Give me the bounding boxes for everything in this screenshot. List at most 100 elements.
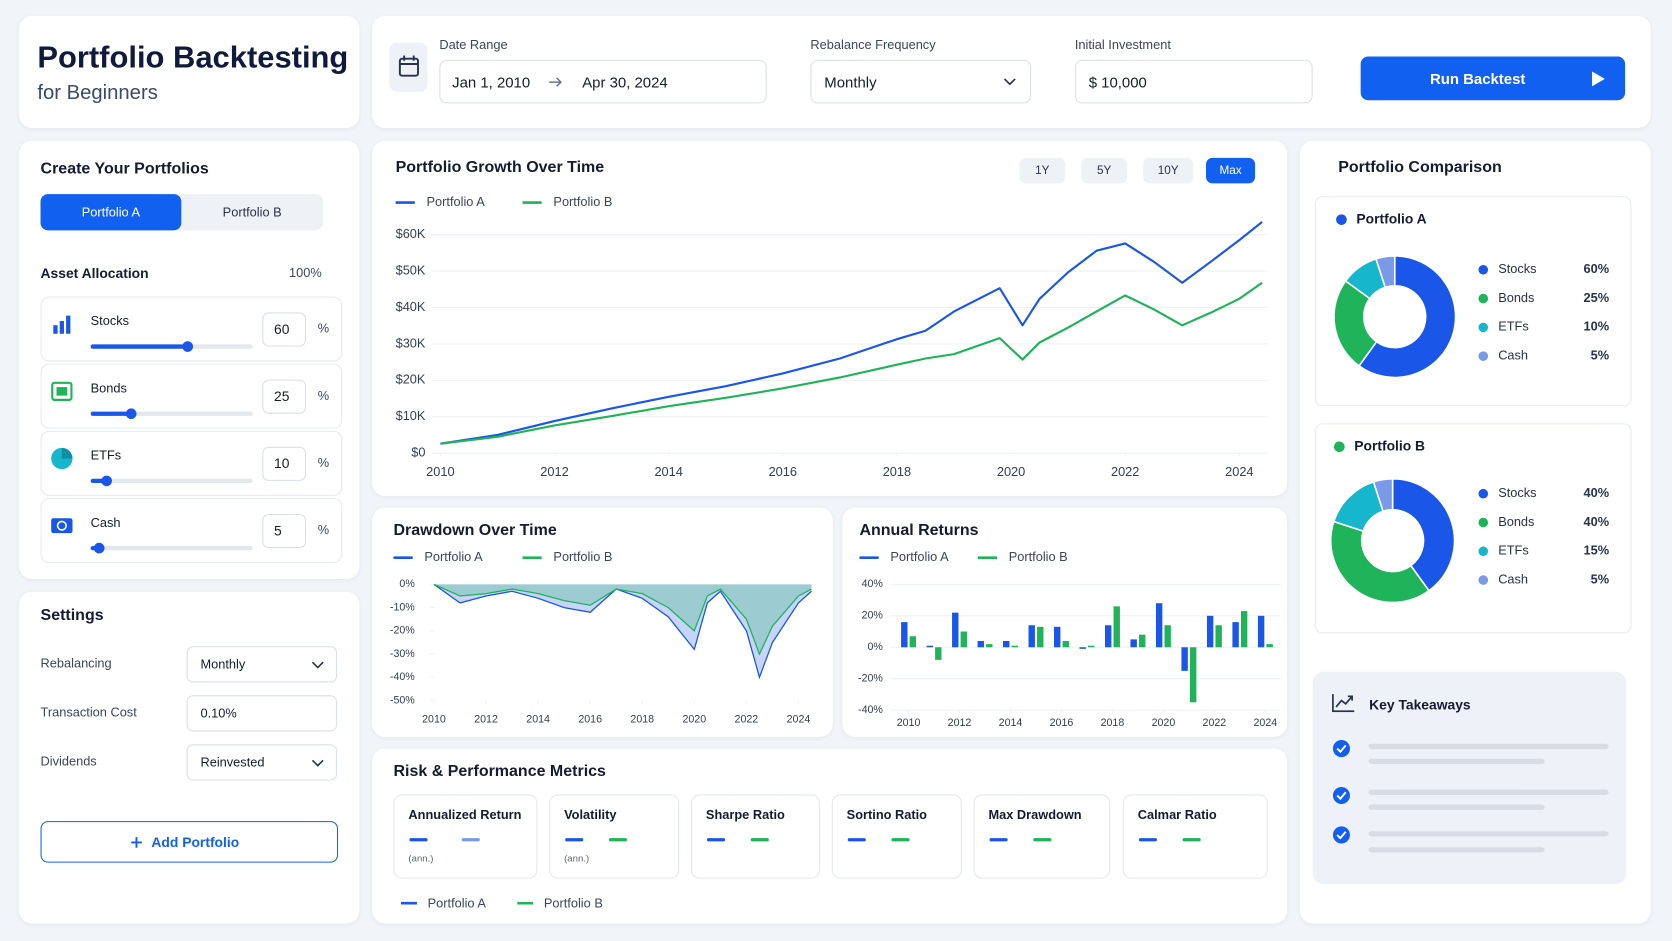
asset-icon bbox=[51, 518, 73, 534]
growth-card: Portfolio Growth Over Time 1Y 5Y 10Y Max bbox=[372, 140, 1288, 496]
slider-knob[interactable] bbox=[182, 341, 194, 352]
asset-name: Bonds bbox=[90, 380, 127, 396]
settings-title: Settings bbox=[40, 606, 104, 625]
investment-input[interactable]: $ 10,000 bbox=[1074, 59, 1313, 104]
pie-card bbox=[1314, 423, 1632, 634]
calendar-icon bbox=[389, 42, 428, 92]
allocation-input[interactable]: 5 bbox=[262, 513, 307, 549]
legend-swatch bbox=[517, 901, 534, 905]
asset-icon bbox=[51, 447, 73, 470]
comparison-card: Portfolio Comparison Key Takeaways bbox=[1299, 140, 1651, 924]
slider-track[interactable] bbox=[90, 475, 253, 487]
metric-card: Max Drawdown bbox=[973, 794, 1111, 879]
unit-label: % bbox=[317, 320, 330, 336]
comparison-title: Portfolio Comparison bbox=[1338, 158, 1502, 177]
pie-card bbox=[1314, 196, 1632, 407]
range-button-label: 5Y bbox=[1097, 164, 1112, 178]
slider-fill bbox=[90, 344, 188, 349]
range-button[interactable]: 10Y bbox=[1143, 157, 1194, 184]
metric-b-placeholder bbox=[1182, 838, 1201, 842]
setting-input[interactable]: Reinvested bbox=[186, 744, 337, 781]
allocation-value: 60 bbox=[274, 320, 290, 337]
tab[interactable]: Portfolio B bbox=[181, 194, 323, 230]
slider-knob[interactable] bbox=[93, 542, 105, 554]
takeaways-panel: Key Takeaways bbox=[1312, 671, 1627, 884]
metric-a-placeholder bbox=[847, 838, 866, 842]
metric-name: Sortino Ratio bbox=[846, 807, 927, 823]
date-range-input[interactable]: Jan 1, 2010 Apr 30, 2024 bbox=[439, 59, 767, 104]
metric-a-placeholder bbox=[1138, 838, 1157, 842]
controls-card: Date Range Jan 1, 2010 Apr 30, 2024 Reba… bbox=[372, 15, 1651, 128]
setting-input[interactable]: 0.10% bbox=[186, 695, 337, 732]
metric-name: Sharpe Ratio bbox=[705, 807, 785, 823]
metric-note: (ann.) bbox=[564, 853, 590, 864]
portfolio-card: Create Your Portfolios Portfolio A Portf… bbox=[19, 140, 360, 580]
chart-title: Portfolio Growth Over Time bbox=[395, 158, 605, 177]
allocation-value: 5 bbox=[274, 522, 282, 539]
metric-a-placeholder bbox=[706, 838, 726, 842]
allocation-input[interactable]: 10 bbox=[262, 446, 307, 481]
rebalance-value: Monthly bbox=[824, 73, 877, 91]
range-button[interactable]: 1Y bbox=[1019, 157, 1066, 184]
header-card: Portfolio Backtesting for Beginners bbox=[19, 15, 360, 128]
unit-label: % bbox=[317, 522, 330, 538]
metric-card: Calmar Ratio bbox=[1122, 794, 1268, 879]
slider-track[interactable] bbox=[90, 542, 253, 554]
slider-track[interactable] bbox=[90, 408, 253, 420]
returns-card: Annual Returns bbox=[842, 507, 1288, 737]
chevron bbox=[1003, 78, 1016, 86]
metric-name: Calmar Ratio bbox=[1137, 807, 1217, 823]
asset-name: ETFs bbox=[90, 447, 122, 463]
drawdown-card: Drawdown Over Time bbox=[372, 507, 833, 737]
asset-icon bbox=[51, 381, 73, 401]
end-date: Apr 30, 2024 bbox=[582, 73, 668, 91]
slider-knob[interactable] bbox=[101, 475, 113, 487]
metric-name: Annualized Return bbox=[408, 807, 522, 823]
metric-a-placeholder bbox=[565, 838, 584, 842]
app-title: Portfolio Backtesting bbox=[37, 41, 349, 76]
slider-knob[interactable] bbox=[125, 408, 137, 420]
arrow-icon bbox=[549, 77, 562, 87]
range-button-label: 10Y bbox=[1157, 164, 1179, 178]
run-backtest-button[interactable]: Run Backtest bbox=[1360, 56, 1626, 101]
legend-label: Portfolio A bbox=[427, 895, 486, 911]
add-portfolio-button[interactable]: Add Portfolio bbox=[40, 821, 339, 863]
investment-label: Initial Investment bbox=[1074, 37, 1171, 53]
unit-label: % bbox=[317, 388, 330, 404]
slider-track[interactable] bbox=[90, 341, 253, 352]
range-button-label: Max bbox=[1219, 164, 1242, 178]
setting-value: Monthly bbox=[200, 656, 246, 672]
chart-title: Drawdown Over Time bbox=[393, 520, 557, 540]
setting-label: Dividends bbox=[40, 753, 97, 769]
chevron bbox=[311, 661, 324, 669]
start-date: Jan 1, 2010 bbox=[452, 73, 531, 91]
rebalance-label: Rebalance Frequency bbox=[810, 37, 936, 53]
range-button[interactable]: 5Y bbox=[1081, 157, 1128, 184]
setting-value: 0.10% bbox=[200, 705, 237, 721]
setting-label: Transaction Cost bbox=[40, 704, 137, 720]
asset-icon bbox=[53, 315, 71, 334]
asset-row: ETFs 10% bbox=[40, 430, 343, 496]
asset-row: Stocks 60% bbox=[40, 296, 343, 362]
tab-active[interactable]: Portfolio A bbox=[40, 194, 182, 231]
allocation-input[interactable]: 60 bbox=[262, 312, 307, 347]
plus-icon bbox=[131, 837, 142, 848]
metrics-card: Risk & Performance Metrics Annualized Re… bbox=[372, 748, 1288, 924]
allocation-total: 100% bbox=[288, 265, 322, 281]
rebalance-select[interactable]: Monthly bbox=[810, 59, 1032, 104]
setting-input[interactable]: Monthly bbox=[186, 646, 337, 683]
allocation-input[interactable]: 25 bbox=[262, 379, 307, 414]
metric-b-placeholder bbox=[608, 838, 628, 842]
asset-row: Bonds 25% bbox=[40, 363, 343, 429]
allocation-label: Asset Allocation bbox=[40, 264, 149, 281]
range-button[interactable]: Max bbox=[1206, 157, 1256, 184]
allocation-value: 10 bbox=[274, 455, 290, 472]
app-subtitle: for Beginners bbox=[37, 82, 158, 105]
metrics-title: Risk & Performance Metrics bbox=[393, 761, 606, 781]
metric-b-placeholder bbox=[891, 838, 910, 842]
calendar-glyph bbox=[398, 55, 419, 77]
legend-swatch bbox=[400, 901, 417, 905]
tab-bar: Portfolio A Portfolio B bbox=[40, 194, 324, 231]
metric-b-placeholder bbox=[1033, 838, 1052, 842]
run-button-label: Run Backtest bbox=[1429, 70, 1526, 88]
